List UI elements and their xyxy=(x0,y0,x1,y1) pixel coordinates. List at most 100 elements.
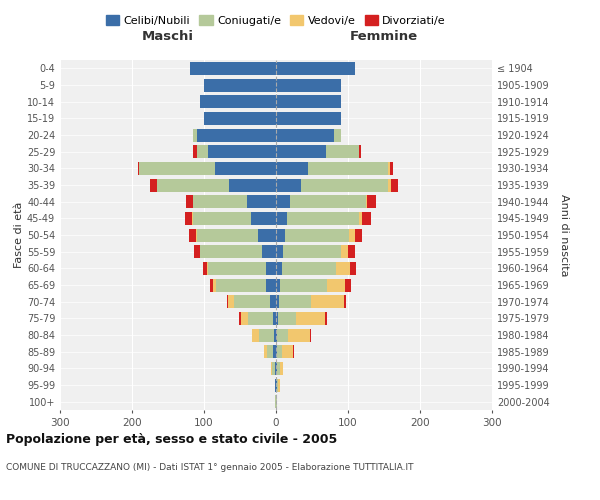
Bar xyxy=(262,245,276,258)
Bar xyxy=(310,328,311,342)
Bar xyxy=(276,312,278,325)
Bar xyxy=(296,312,325,325)
Bar xyxy=(283,245,341,258)
Bar xyxy=(193,128,197,141)
Bar xyxy=(327,278,345,291)
Bar xyxy=(214,278,215,291)
Bar xyxy=(277,378,278,392)
Bar xyxy=(279,295,311,308)
Bar xyxy=(200,95,276,108)
Bar xyxy=(272,362,275,375)
Bar xyxy=(276,295,279,308)
Legend: Celibi/Nubili, Coniugati/e, Vedovi/e, Divorziati/e: Celibi/Nubili, Coniugati/e, Vedovi/e, Di… xyxy=(101,10,451,30)
Bar xyxy=(350,262,356,275)
Y-axis label: Fasce di età: Fasce di età xyxy=(14,202,24,268)
Bar xyxy=(276,395,277,408)
Bar xyxy=(276,278,280,291)
Bar xyxy=(273,345,276,358)
Bar xyxy=(277,345,282,358)
Bar xyxy=(388,178,391,192)
Bar xyxy=(264,345,268,358)
Bar xyxy=(276,228,284,241)
Bar xyxy=(268,345,273,358)
Bar xyxy=(344,295,346,308)
Bar xyxy=(157,178,229,192)
Bar xyxy=(355,228,362,241)
Bar xyxy=(334,128,341,141)
Bar xyxy=(276,78,341,92)
Bar xyxy=(275,378,276,392)
Bar xyxy=(266,278,276,291)
Bar xyxy=(276,162,308,175)
Bar xyxy=(227,295,229,308)
Bar xyxy=(301,178,388,192)
Bar xyxy=(280,278,327,291)
Bar xyxy=(308,162,388,175)
Bar xyxy=(277,362,280,375)
Bar xyxy=(258,228,276,241)
Bar xyxy=(204,78,276,92)
Bar xyxy=(276,328,277,342)
Bar xyxy=(197,145,208,158)
Bar xyxy=(288,328,310,342)
Y-axis label: Anni di nascita: Anni di nascita xyxy=(559,194,569,276)
Bar xyxy=(348,245,355,258)
Bar xyxy=(345,278,351,291)
Bar xyxy=(234,295,270,308)
Bar xyxy=(359,212,362,225)
Bar xyxy=(278,312,296,325)
Bar xyxy=(280,362,283,375)
Bar xyxy=(276,345,277,358)
Bar xyxy=(200,245,262,258)
Bar xyxy=(276,195,290,208)
Bar xyxy=(277,328,288,342)
Bar xyxy=(276,112,341,125)
Bar xyxy=(325,312,327,325)
Bar xyxy=(215,278,266,291)
Bar xyxy=(208,145,276,158)
Bar xyxy=(196,228,197,241)
Bar xyxy=(193,145,197,158)
Bar xyxy=(241,312,248,325)
Bar xyxy=(276,378,277,392)
Bar xyxy=(388,162,390,175)
Bar xyxy=(266,262,276,275)
Bar xyxy=(362,212,371,225)
Bar xyxy=(276,178,301,192)
Bar xyxy=(276,245,283,258)
Bar xyxy=(208,262,266,275)
Bar xyxy=(229,295,234,308)
Bar xyxy=(278,378,280,392)
Bar xyxy=(204,112,276,125)
Bar xyxy=(210,278,214,291)
Bar xyxy=(248,312,273,325)
Bar xyxy=(251,212,276,225)
Bar xyxy=(275,395,276,408)
Bar xyxy=(275,362,276,375)
Text: COMUNE DI TRUCCAZZANO (MI) - Dati ISTAT 1° gennaio 2005 - Elaborazione TUTTITALI: COMUNE DI TRUCCAZZANO (MI) - Dati ISTAT … xyxy=(6,462,413,471)
Bar xyxy=(341,245,348,258)
Bar xyxy=(229,178,276,192)
Bar xyxy=(276,262,282,275)
Bar xyxy=(270,295,276,308)
Bar xyxy=(197,228,258,241)
Bar xyxy=(390,162,394,175)
Bar xyxy=(194,245,200,258)
Bar xyxy=(359,145,361,158)
Bar xyxy=(139,162,215,175)
Bar xyxy=(284,228,349,241)
Bar xyxy=(197,128,276,141)
Bar xyxy=(326,145,359,158)
Bar xyxy=(207,262,208,275)
Bar xyxy=(150,178,157,192)
Bar xyxy=(311,295,344,308)
Bar xyxy=(271,362,272,375)
Bar xyxy=(239,312,241,325)
Text: Popolazione per età, sesso e stato civile - 2005: Popolazione per età, sesso e stato civil… xyxy=(6,432,337,446)
Text: Maschi: Maschi xyxy=(142,30,194,44)
Bar xyxy=(290,195,366,208)
Bar xyxy=(193,212,251,225)
Bar xyxy=(273,312,276,325)
Bar xyxy=(276,362,277,375)
Bar xyxy=(282,262,336,275)
